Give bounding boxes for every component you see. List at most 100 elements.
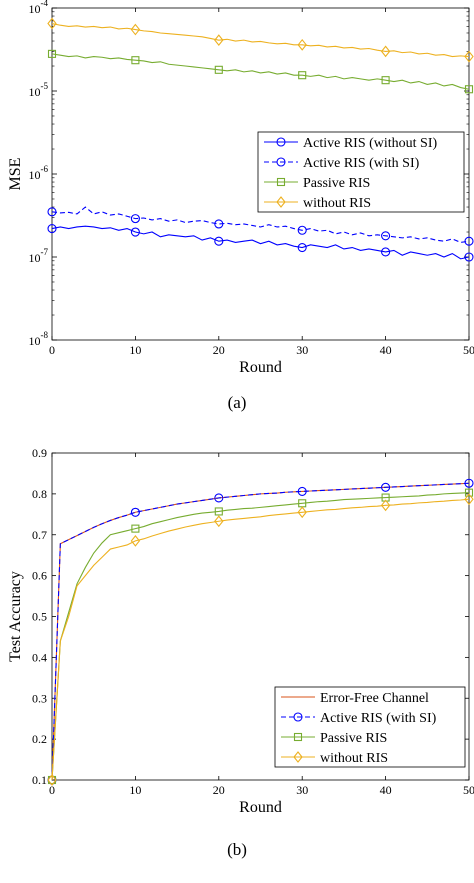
data-point-a-1 bbox=[47, 207, 57, 217]
x-tick-label-b: 40 bbox=[380, 783, 392, 797]
caption-b: (b) bbox=[227, 840, 247, 859]
y-tick-label-a: 10-6 bbox=[29, 164, 49, 182]
x-tick-label-b: 30 bbox=[296, 783, 308, 797]
y-tick-label-a: 10-7 bbox=[29, 247, 49, 265]
data-point-a-0 bbox=[464, 252, 474, 262]
data-point-b-3 bbox=[130, 535, 141, 547]
y-tick-label-b: 0.5 bbox=[32, 610, 47, 624]
data-point-a-3 bbox=[214, 34, 224, 47]
data-point-b-2 bbox=[214, 507, 223, 516]
legend-item-a-2 bbox=[264, 177, 298, 187]
y-tick-label-b: 0.8 bbox=[32, 487, 47, 501]
data-point-a-0 bbox=[47, 224, 57, 234]
legend-item-b-1 bbox=[281, 712, 315, 722]
data-point-b-1 bbox=[214, 493, 224, 503]
data-point-a-2 bbox=[214, 65, 223, 74]
data-point-b-3 bbox=[380, 499, 391, 512]
series-line-a-1 bbox=[51, 206, 470, 243]
legend-label-b-2: Passive RIS bbox=[320, 731, 387, 746]
data-point-a-3 bbox=[47, 17, 57, 30]
data-point-a-0 bbox=[214, 236, 224, 246]
legend-label-a-0: Active RIS (without SI) bbox=[303, 136, 437, 151]
series-a-2 bbox=[47, 49, 474, 94]
x-tick-label-a: 30 bbox=[296, 343, 308, 357]
data-point-a-3 bbox=[464, 50, 474, 63]
data-point-a-2 bbox=[131, 56, 140, 65]
series-a-1 bbox=[47, 206, 474, 246]
y-tick-label-a: 10-8 bbox=[29, 330, 49, 348]
legend-marker-b-3 bbox=[293, 751, 303, 763]
legend-label-b-1: Active RIS (with SI) bbox=[320, 711, 437, 726]
y-tick-label-b: 0.9 bbox=[32, 446, 47, 460]
data-point-a-2 bbox=[298, 71, 307, 80]
data-point-a-2 bbox=[464, 85, 474, 94]
data-point-b-2 bbox=[464, 488, 474, 497]
x-axis-label-a: Round bbox=[239, 359, 282, 376]
y-axis-label-a: MSE bbox=[7, 158, 24, 191]
data-point-a-0 bbox=[381, 247, 391, 257]
data-point-a-0 bbox=[297, 242, 307, 253]
series-line-b-2 bbox=[51, 492, 470, 781]
data-point-a-0 bbox=[130, 227, 140, 237]
y-tick-label-a: 10-5 bbox=[29, 81, 49, 99]
data-point-a-1 bbox=[130, 214, 140, 224]
data-point-b-3 bbox=[214, 515, 224, 528]
legend-label-a-3: without RIS bbox=[303, 196, 371, 211]
x-tick-label-b: 20 bbox=[213, 783, 225, 797]
data-point-b-2 bbox=[131, 524, 140, 533]
legend-marker-a-0 bbox=[276, 137, 286, 147]
y-tick-label-b: 0.3 bbox=[32, 691, 47, 705]
data-point-b-1 bbox=[381, 482, 391, 492]
x-tick-label-a: 0 bbox=[49, 343, 55, 357]
legend-marker-b-2 bbox=[293, 732, 303, 742]
data-point-a-1 bbox=[214, 219, 224, 229]
legend-label-a-2: Passive RIS bbox=[303, 176, 370, 191]
legend-item-a-1 bbox=[264, 157, 298, 167]
data-point-a-3 bbox=[130, 23, 141, 36]
series-line-a-2 bbox=[51, 53, 470, 90]
legend-marker-a-3 bbox=[276, 196, 286, 208]
x-tick-label-a: 10 bbox=[129, 343, 141, 357]
x-tick-label-b: 10 bbox=[129, 783, 141, 797]
data-point-b-1 bbox=[130, 507, 140, 517]
caption-a: (a) bbox=[227, 393, 247, 412]
series-b-3 bbox=[47, 493, 474, 786]
legend-marker-a-1 bbox=[276, 157, 286, 167]
y-axis-label-b: Test Accuracy bbox=[7, 571, 24, 662]
x-tick-label-a: 50 bbox=[463, 343, 474, 357]
y-tick-label-b: 0.7 bbox=[32, 528, 47, 542]
data-point-a-2 bbox=[47, 49, 57, 58]
x-tick-label-a: 20 bbox=[213, 343, 225, 357]
data-point-a-1 bbox=[464, 236, 474, 246]
series-line-b-3 bbox=[51, 498, 470, 781]
legend-label-b-3: without RIS bbox=[320, 751, 388, 766]
data-point-a-1 bbox=[297, 225, 307, 235]
data-point-b-1 bbox=[464, 478, 474, 488]
y-tick-label-b: 0.2 bbox=[32, 732, 47, 746]
x-tick-label-b: 50 bbox=[463, 783, 474, 797]
legend-marker-a-2 bbox=[276, 177, 286, 187]
legend-item-b-3 bbox=[281, 751, 315, 763]
legend-b bbox=[274, 686, 466, 768]
legend-item-a-3 bbox=[264, 196, 298, 208]
legend-a bbox=[257, 131, 465, 213]
series-line-a-3 bbox=[51, 22, 470, 58]
legend-label-b-0: Error-Free Channel bbox=[320, 691, 429, 706]
legend-item-b-2 bbox=[281, 732, 315, 742]
x-tick-label-b: 0 bbox=[49, 783, 55, 797]
data-point-a-1 bbox=[381, 231, 391, 241]
data-point-a-3 bbox=[380, 45, 391, 58]
series-a-0 bbox=[47, 224, 474, 262]
data-point-b-3 bbox=[297, 506, 307, 519]
data-point-b-3 bbox=[464, 493, 474, 506]
y-tick-label-b: 0.6 bbox=[32, 569, 47, 583]
legend-label-a-1: Active RIS (with SI) bbox=[303, 156, 420, 171]
data-point-b-1 bbox=[297, 486, 307, 496]
data-point-a-2 bbox=[381, 76, 390, 85]
y-tick-label-a: 10-4 bbox=[29, 0, 49, 16]
data-point-a-3 bbox=[297, 38, 307, 51]
x-tick-label-a: 40 bbox=[380, 343, 392, 357]
series-line-b-1 bbox=[51, 482, 470, 781]
y-tick-label-b: 0.1 bbox=[32, 773, 47, 787]
